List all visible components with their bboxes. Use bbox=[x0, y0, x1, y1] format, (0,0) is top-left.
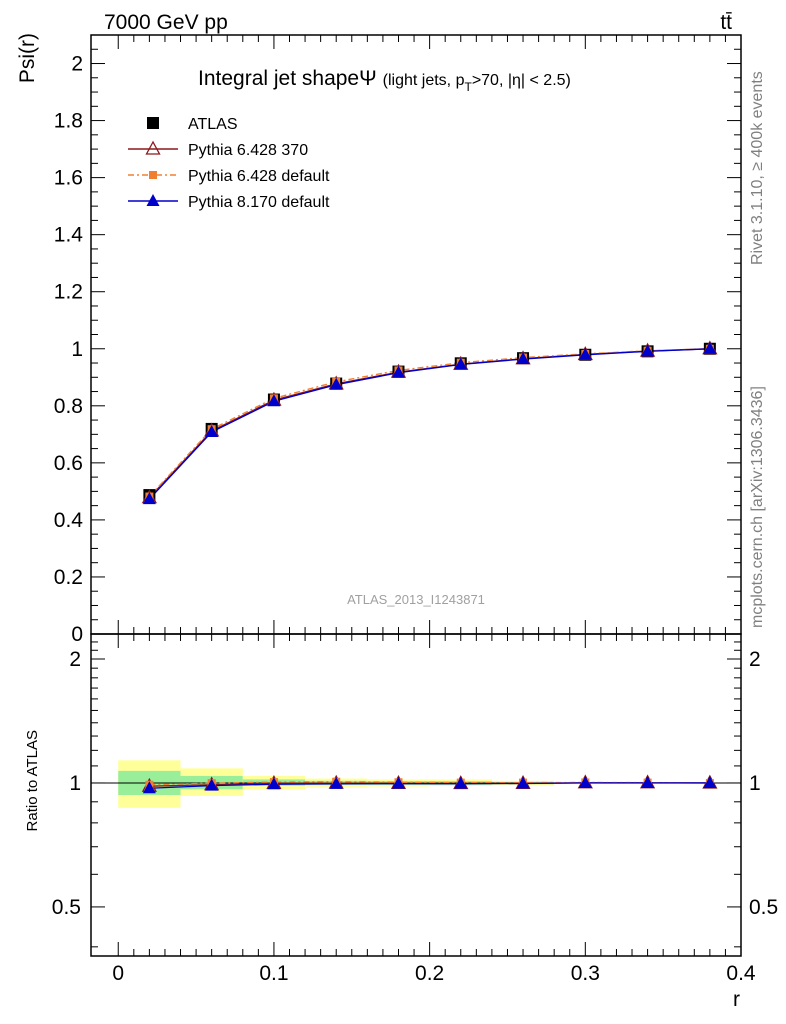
ratio-y-tick-label-right: 2 bbox=[749, 648, 761, 671]
top-panel: 0 0.2 0.4 0.6 0.8 1 1.2 1.4 1.6 1.8 2 bbox=[54, 34, 742, 956]
x-tick-label: 0.3 bbox=[571, 962, 600, 985]
x-axis-label: r bbox=[733, 988, 740, 1011]
ratio-point-pythia-8-170-default bbox=[578, 775, 592, 788]
x-tick-label: 0.2 bbox=[415, 962, 444, 985]
legend-label-atlas: ATLAS bbox=[188, 116, 238, 133]
ratio-point-pythia-8-170-default bbox=[516, 776, 530, 789]
analysis-watermark: ATLAS_2013_I1243871 bbox=[347, 592, 485, 607]
y-tick-label: 1.2 bbox=[54, 281, 83, 304]
header-left: 7000 GeV pp bbox=[104, 11, 228, 34]
ratio-y-tick-label: 2 bbox=[69, 648, 81, 671]
point-pythia-8-170-default bbox=[703, 341, 717, 354]
point-pythia-8-170-default bbox=[516, 352, 530, 365]
ratio-point-pythia-8-170-default bbox=[703, 775, 717, 788]
legend-marker-pythia-6-428-370 bbox=[145, 140, 161, 155]
y-tick-label: 0.4 bbox=[54, 509, 84, 532]
series-line-pythia-6-428-370 bbox=[148, 348, 710, 499]
ratio-point-pythia-8-170-default bbox=[391, 776, 405, 789]
header-right: tt̄ bbox=[720, 11, 732, 34]
y-tick-label: 0 bbox=[71, 623, 83, 646]
point-pythia-8-170-default bbox=[329, 377, 343, 390]
ratio-frame bbox=[90, 633, 742, 957]
point-pythia-8-170-default bbox=[641, 344, 655, 357]
x-tick-label: 0 bbox=[112, 962, 124, 985]
legend-marker-atlas bbox=[147, 117, 159, 129]
ratio-point-pythia-8-170-default bbox=[267, 777, 281, 790]
y-tick-label: 2 bbox=[71, 53, 83, 76]
y-tick-label: 0.6 bbox=[54, 452, 83, 475]
point-pythia-8-170-default bbox=[205, 425, 219, 438]
series-line-pythia-8-170-default bbox=[148, 348, 710, 500]
ratio-point-pythia-8-170-default bbox=[205, 778, 219, 791]
legend-marker-pythia-8-170-default bbox=[146, 194, 160, 206]
top-y-axis-label: Psi(r) bbox=[16, 33, 39, 83]
legend-label-pythia-6-428-370: Pythia 6.428 370 bbox=[188, 142, 308, 159]
x-tick-label: 0.1 bbox=[259, 962, 288, 985]
y-tick-label: 1.6 bbox=[54, 167, 83, 190]
y-tick-label: 1.8 bbox=[54, 110, 83, 133]
legend-label-pythia-8-170-default: Pythia 8.170 default bbox=[188, 194, 330, 211]
ratio-point-pythia-8-170-default bbox=[454, 776, 468, 789]
legend-label-pythia-6-428-default: Pythia 6.428 default bbox=[188, 168, 330, 185]
y-tick-label: 0.2 bbox=[54, 566, 83, 589]
point-pythia-8-170-default bbox=[391, 365, 405, 378]
y-tick-label: 1 bbox=[71, 338, 83, 361]
y-tick-label: 0.8 bbox=[54, 395, 83, 418]
x-tick-label: 0.4 bbox=[726, 962, 756, 985]
ratio-point-pythia-8-170-default bbox=[329, 776, 343, 789]
rivet-version-label: Rivet 3.1.10, ≥ 400k events bbox=[749, 71, 766, 265]
mcplots-label: mcplots.cern.ch [arXiv:1306.3436] bbox=[749, 386, 766, 628]
chart-title: Integral jet shapeΨ (light jets, pT>70, |… bbox=[198, 67, 571, 94]
ratio-y-tick-label: 0.5 bbox=[52, 896, 81, 919]
legend: ATLAS Pythia 6.428 370 Pythia 6.428 defaul… bbox=[128, 116, 330, 211]
point-pythia-8-170-default bbox=[454, 357, 468, 370]
ratio-y-tick-label-right: 0.5 bbox=[749, 896, 778, 919]
ratio-y-axis-label: Ratio to ATLAS bbox=[24, 730, 41, 831]
ratio-y-tick-label-right: 1 bbox=[749, 772, 761, 795]
series-line-pythia-6-428-default bbox=[148, 348, 710, 497]
point-pythia-8-170-default bbox=[578, 347, 592, 360]
point-pythia-8-170-default bbox=[142, 492, 156, 505]
ratio-line-pythia-8-170-default bbox=[149, 782, 710, 789]
ratio-y-tick-label: 1 bbox=[69, 772, 81, 795]
y-tick-label: 1.4 bbox=[54, 224, 84, 247]
point-pythia-8-170-default bbox=[267, 394, 281, 407]
legend-marker-pythia-6-428-default bbox=[149, 171, 157, 179]
ratio-point-pythia-8-170-default bbox=[142, 781, 156, 794]
ratio-panel: 0 0.1 0.2 0.3 0.4 0.5 0.5 1 1 2 2 bbox=[52, 633, 778, 985]
ratio-point-pythia-8-170-default bbox=[641, 775, 655, 788]
